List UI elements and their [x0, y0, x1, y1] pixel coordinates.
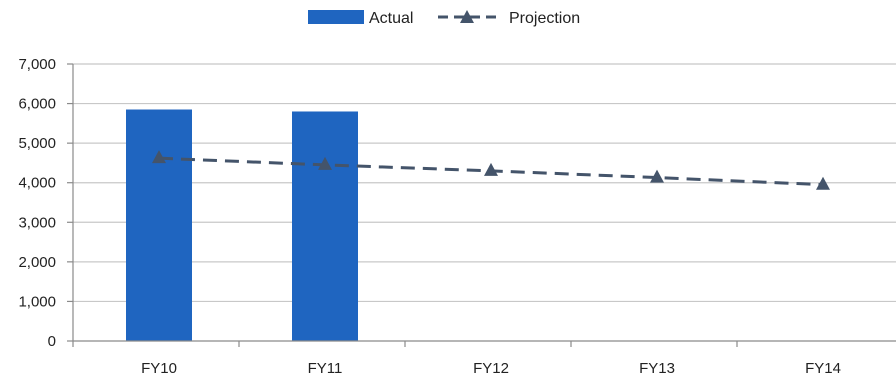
bar-actual-fy10	[126, 110, 192, 341]
x-tick-label: FY11	[308, 360, 343, 377]
y-tick-label: 5,000	[18, 135, 56, 152]
y-tick-label: 7,000	[18, 56, 56, 73]
legend-label-projection: Projection	[509, 10, 580, 27]
projection-marker-fy12	[484, 163, 498, 176]
bars	[126, 110, 358, 341]
projection-series	[152, 150, 830, 190]
x-tick-label: FY10	[141, 360, 177, 377]
y-tick-label: 4,000	[18, 175, 56, 192]
bar-actual-fy11	[292, 111, 358, 341]
x-tick-label: FY13	[639, 360, 675, 377]
y-axis-tick-labels: 0 1,000 2,000 3,000 4,000 5,000 6,000 7,000	[18, 56, 56, 350]
x-tick-label: FY12	[473, 360, 509, 377]
gridlines	[73, 64, 896, 301]
y-tick-label: 6,000	[18, 96, 56, 113]
legend-label-actual: Actual	[369, 10, 413, 27]
y-tick-label: 2,000	[18, 254, 56, 271]
x-tick-label: FY14	[805, 360, 841, 377]
y-tick-label: 3,000	[18, 214, 56, 231]
legend-swatch-actual	[308, 10, 364, 24]
y-tick-label: 0	[48, 333, 56, 350]
legend: Actual Projection	[308, 10, 580, 27]
y-tick-label: 1,000	[18, 293, 56, 310]
x-axis-tick-labels: FY10 FY11 FY12 FY13 FY14	[141, 360, 841, 377]
